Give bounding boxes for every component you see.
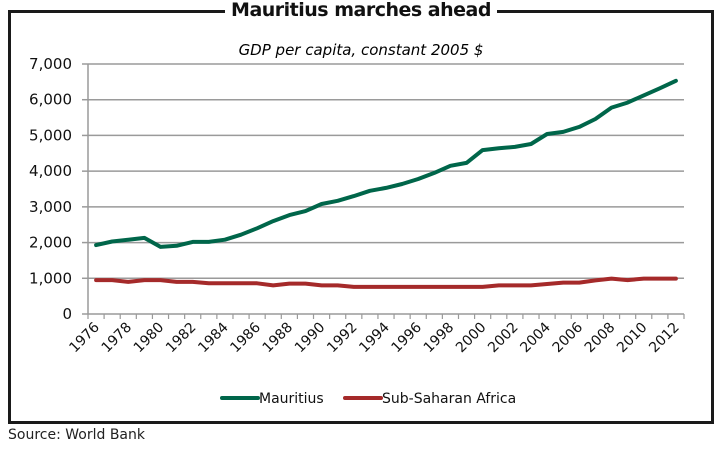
legend-label: Sub-Saharan Africa (382, 391, 516, 407)
x-tick-label: 2004 (517, 319, 554, 356)
y-tick-label: 0 (62, 305, 72, 323)
y-tick-label: 3,000 (29, 198, 72, 216)
legend: Mauritius Sub-Saharan Africa (220, 391, 516, 407)
y-tick-label: 1,000 (29, 269, 72, 287)
source-note: Source: World Bank (8, 427, 145, 443)
x-tick-label: 1998 (421, 320, 458, 357)
frame-title-wrap: Mauritius marches ahead (0, 0, 722, 23)
y-tick-label: 5,000 (29, 126, 72, 144)
legend-label: Mauritius (259, 391, 324, 407)
x-tick-label: 1994 (356, 319, 393, 356)
x-tick-label: 1984 (195, 319, 232, 356)
x-tick-label: 1990 (292, 320, 329, 357)
x-tick-label: 1982 (163, 320, 200, 357)
x-tick-label: 2012 (646, 320, 683, 357)
x-tick-label: 2008 (582, 320, 619, 357)
x-tick-label: 2002 (485, 320, 522, 357)
x-tick-label: 2010 (614, 320, 651, 357)
x-tick-label: 1980 (131, 320, 168, 357)
x-tick-label: 2006 (550, 319, 587, 356)
x-axis: 1976197819801982198419861988199019921994… (66, 64, 685, 357)
y-tick-label: 4,000 (29, 162, 72, 180)
y-tick-label: 7,000 (29, 55, 72, 73)
x-tick-label: 1978 (99, 320, 136, 357)
chart-subtitle: GDP per capita, constant 2005 $ (239, 41, 484, 59)
y-tick-label: 6,000 (29, 91, 72, 109)
gridlines (88, 63, 684, 280)
chart-title: Mauritius marches ahead (225, 0, 497, 21)
x-tick-label: 1992 (324, 320, 361, 357)
x-tick-label: 1976 (66, 319, 103, 356)
x-tick-label: 1996 (389, 319, 426, 356)
x-tick-label: 1988 (260, 320, 297, 357)
series-line-sub-saharan-africa (94, 276, 678, 289)
series-lines (94, 78, 678, 289)
y-tick-label: 2,000 (29, 234, 72, 252)
y-axis-ticks: 0 1,000 2,000 3,000 4,000 5,000 6,000 7,000 (29, 55, 88, 323)
x-tick-label: 1986 (227, 319, 264, 356)
x-tick-label: 2000 (453, 320, 490, 357)
series-line-mauritius (94, 78, 678, 249)
